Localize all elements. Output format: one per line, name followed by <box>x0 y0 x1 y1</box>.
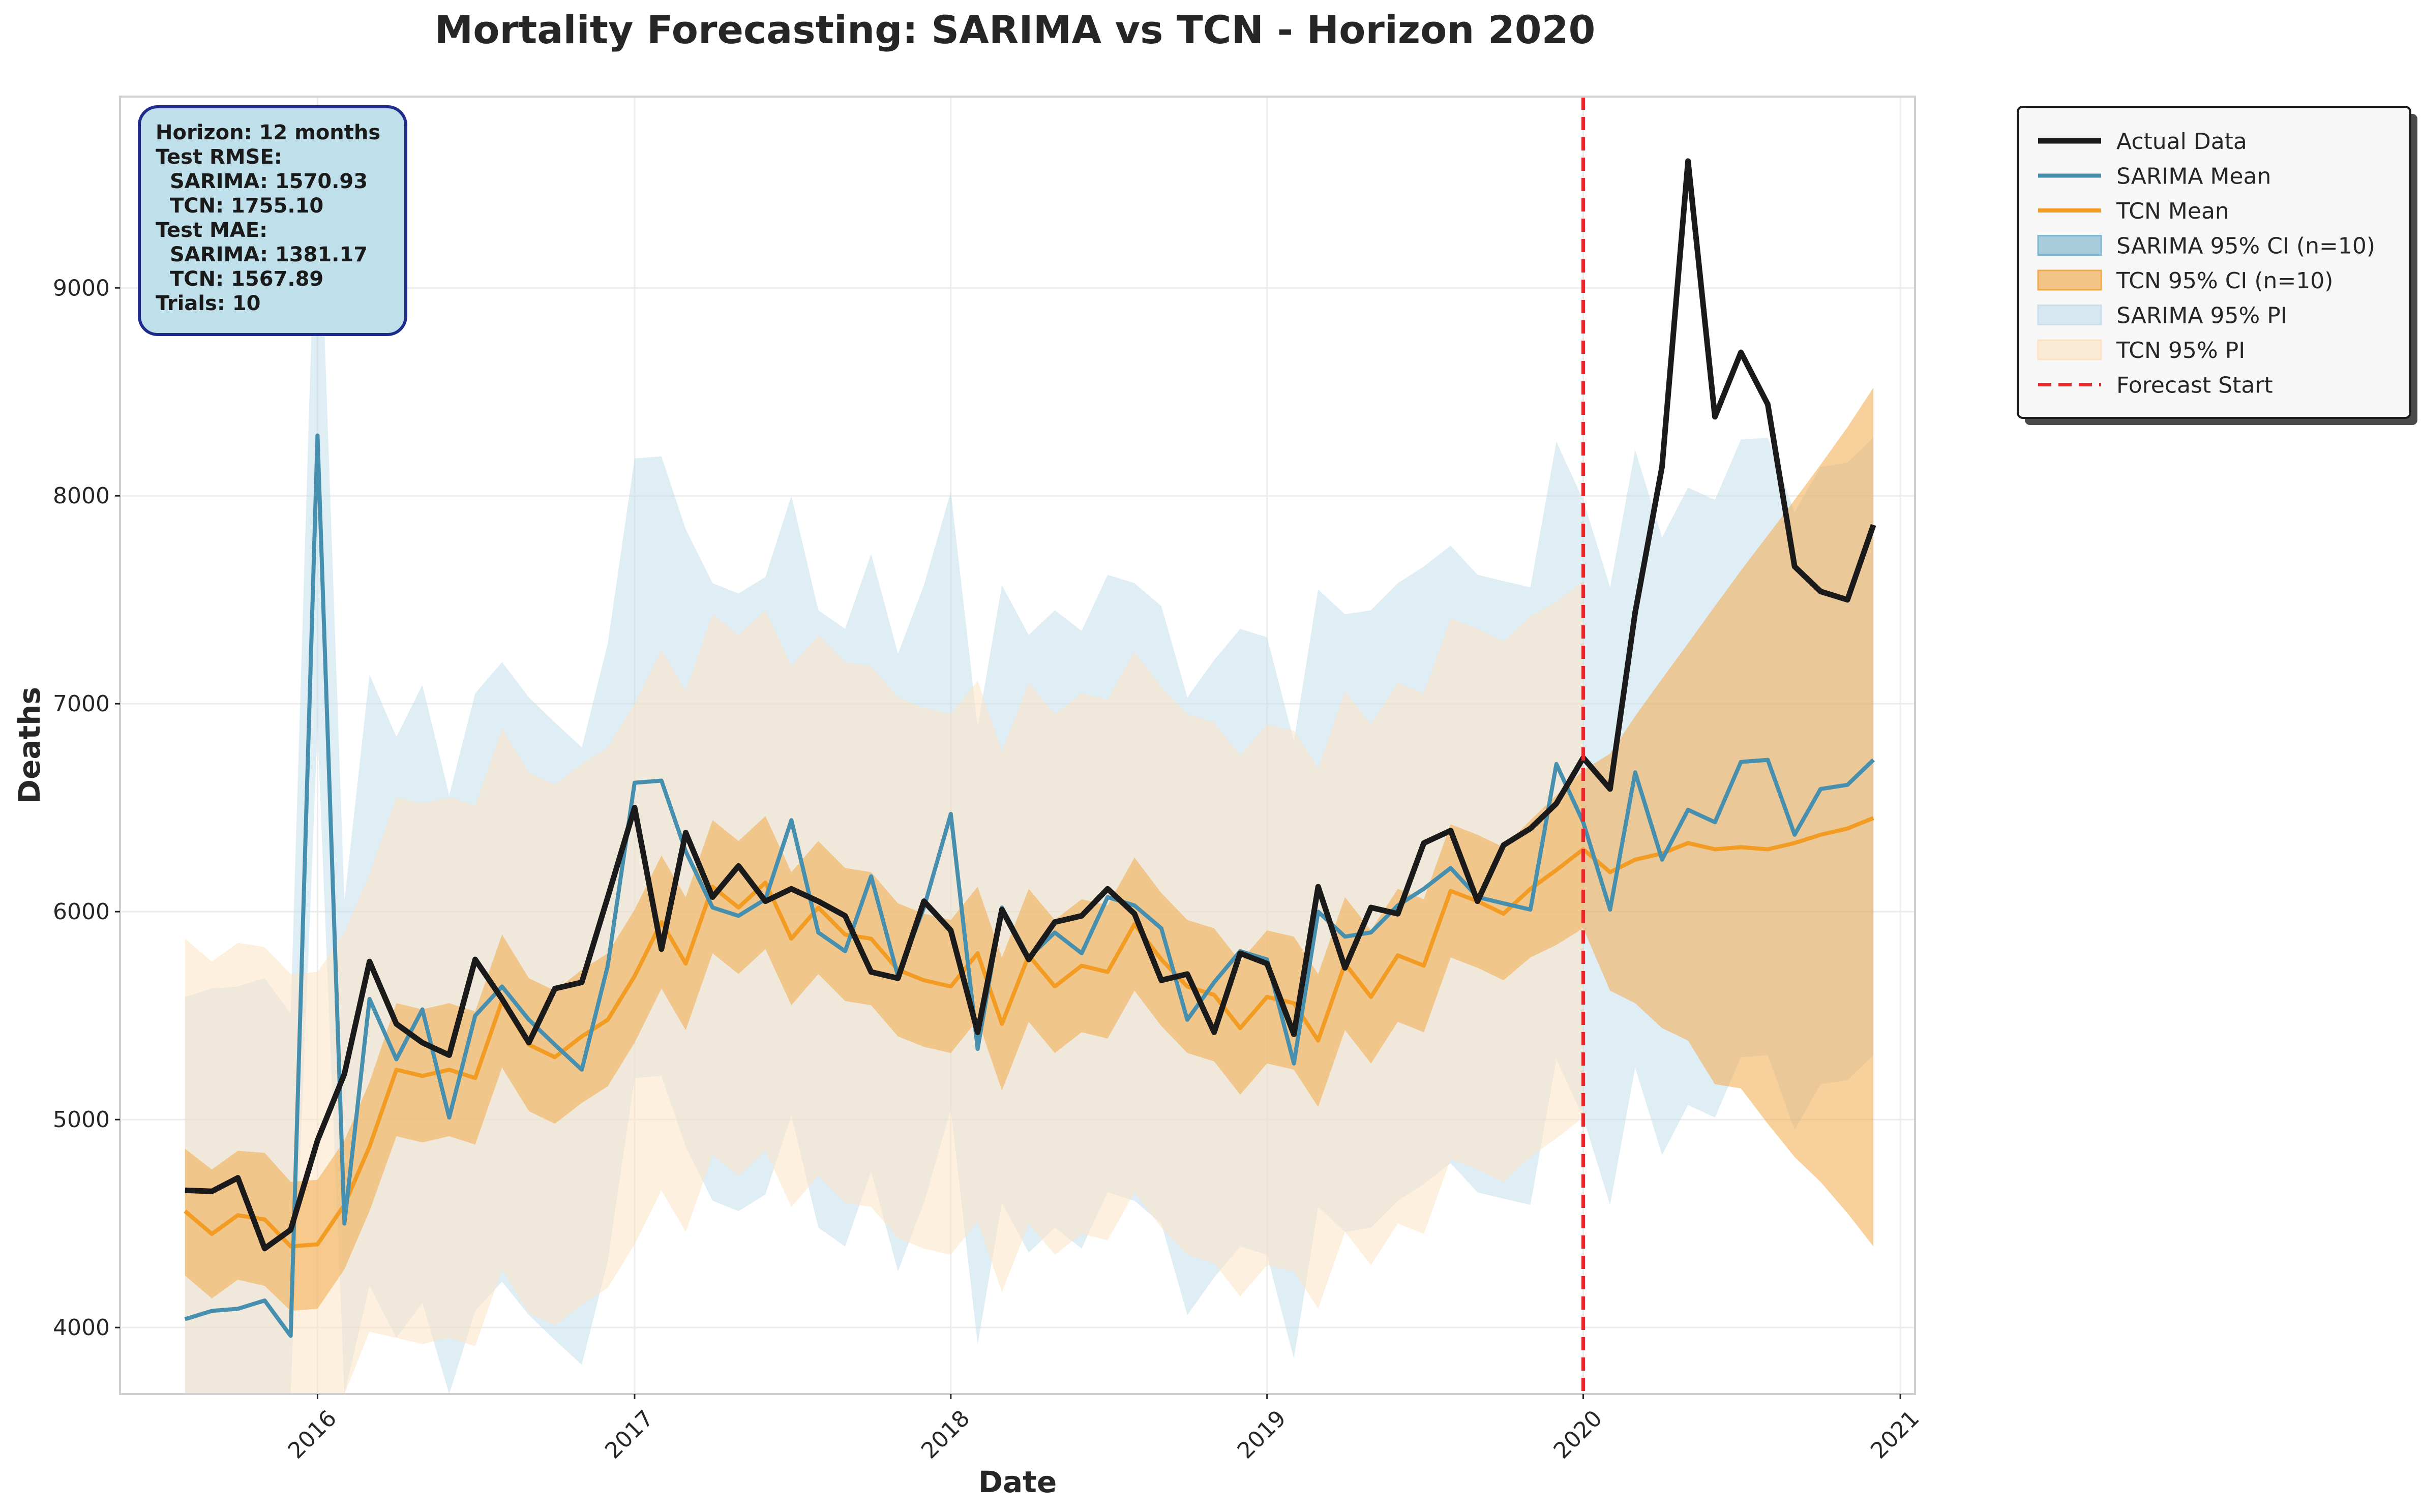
legend-label-sarima-95-ci-n-10: SARIMA 95% CI (n=10) <box>2116 233 2375 259</box>
info-mae-sarima: SARIMA: 1381.17 <box>170 243 368 266</box>
legend: Actual Data SARIMA Mean TCN Mean SARIMA 95%… <box>2017 106 2417 425</box>
info-rmse-tcn: TCN: 1755.10 <box>170 194 323 218</box>
metrics-info-box: Horizon: 12 months Test RMSE: SARIMA: 15… <box>138 105 407 336</box>
legend-label-tcn-95-pi: TCN 95% PI <box>2116 338 2245 364</box>
y-tick-label: 4000 <box>53 1315 110 1341</box>
info-rmse-heading: Test RMSE: <box>156 145 282 169</box>
info-trials: Trials: 10 <box>156 292 260 315</box>
legend-swatch-tcn-95-ci-n-10 <box>2037 269 2102 291</box>
legend-label-actual-data: Actual Data <box>2116 129 2247 155</box>
info-horizon: Horizon: 12 months <box>156 121 380 144</box>
legend-box <box>2017 106 2411 419</box>
legend-swatch-tcn-95-pi <box>2037 339 2102 360</box>
legend-swatch-sarima-95-pi <box>2037 305 2102 325</box>
info-mae-tcn: TCN: 1567.89 <box>170 267 323 291</box>
info-box-background <box>138 105 407 336</box>
legend-label-tcn-95-ci-n-10: TCN 95% CI (n=10) <box>2116 268 2333 294</box>
info-rmse-sarima: SARIMA: 1570.93 <box>170 170 368 193</box>
y-axis-ticks: 4000 5000 6000 7000 8000 9000 <box>53 275 120 1341</box>
actual-data-line <box>185 158 1876 1252</box>
legend-label-forecast-start: Forecast Start <box>2116 373 2273 399</box>
y-tick-label: 8000 <box>53 483 110 509</box>
legend-swatch-sarima-95-ci-n-10 <box>2037 235 2102 256</box>
legend-label-sarima-mean: SARIMA Mean <box>2116 164 2271 190</box>
tcn-95-ci-n-10-band <box>185 387 1874 1311</box>
y-tick-label: 6000 <box>53 899 110 925</box>
chart-title: Mortality Forecasting: SARIMA vs TCN - H… <box>435 7 1596 52</box>
plot-frame <box>119 96 1916 1395</box>
plot-area <box>119 96 1916 1395</box>
legend-label-tcn-mean: TCN Mean <box>2116 198 2229 224</box>
y-tick-label: 5000 <box>53 1107 110 1133</box>
y-axis-label: Deaths <box>12 687 47 804</box>
info-mae-heading: Test MAE: <box>156 219 267 242</box>
legend-label-sarima-95-pi: SARIMA 95% PI <box>2116 303 2287 329</box>
series-lines <box>184 158 1876 1338</box>
y-tick-label: 7000 <box>53 691 110 717</box>
confidence-interval-bands <box>185 387 1874 1311</box>
x-axis-label: Date <box>978 1465 1057 1499</box>
y-tick-label: 9000 <box>53 275 110 301</box>
legend-items: Actual Data SARIMA Mean TCN Mean SARIMA 95%… <box>2037 129 2375 399</box>
